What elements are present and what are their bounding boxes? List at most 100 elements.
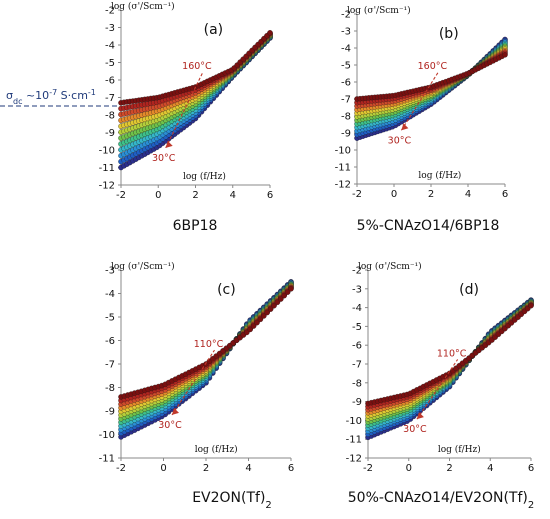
y-tick-label: -5	[105, 313, 115, 324]
data-point	[528, 302, 534, 309]
x-tick-label: 2	[428, 189, 434, 200]
sigma-exp: -7	[49, 88, 57, 97]
x-tick-label: 6	[288, 463, 294, 474]
y-tick-label: -6	[105, 76, 115, 87]
x-axis-title: log (f/Hz)	[418, 170, 461, 181]
panel-label: (a)	[204, 22, 224, 38]
data-point	[250, 323, 257, 329]
data-point	[247, 326, 253, 333]
temperature-arrow	[416, 359, 459, 420]
temp-label-high: 110°C	[194, 339, 224, 350]
y-tick-label: -4	[105, 289, 115, 300]
x-tick-label: 6	[502, 189, 508, 200]
temperature-arrow	[400, 71, 439, 131]
temp-label-high: 160°C	[182, 61, 212, 72]
y-tick-label: -6	[105, 336, 115, 347]
panel-3: -11 -10 -9 -8 -7 -6 -5 -4 -3 -2 0 2 4 6 log (σ'/Scm⁻¹)…	[99, 261, 295, 511]
x-tick-label: 0	[391, 189, 397, 200]
sigma-value: ~10	[22, 89, 49, 102]
y-tick-label: -12	[99, 181, 115, 192]
y-tick-label: -2	[105, 6, 115, 17]
y-tick-label: -11	[346, 435, 362, 446]
data-point	[274, 299, 281, 306]
y-tick-label: -11	[99, 454, 115, 465]
temp-label-high: 110°C	[437, 348, 467, 359]
sigma-unit-exp: -1	[88, 88, 96, 97]
y-tick-label: -6	[341, 78, 351, 89]
isotherm-curve-12	[118, 286, 294, 400]
y-tick-label: -11	[99, 163, 115, 174]
y-tick-label: -3	[105, 266, 115, 277]
y-tick-label: -3	[105, 23, 115, 34]
x-axis-title: log (f/Hz)	[438, 444, 481, 455]
y-tick-label: -11	[335, 163, 351, 174]
y-tick-label: -6	[352, 341, 362, 352]
panel-4: -12 -11 -10 -9 -8 -7 -6 -5 -4 -3 -2 -2 0 2 4 6 log (σ'/S…	[346, 261, 535, 511]
y-tick-label: -9	[105, 407, 115, 418]
caption-subscript: 2	[528, 500, 534, 511]
data-point	[271, 302, 277, 309]
x-tick-label: 4	[230, 190, 236, 201]
data-point	[288, 286, 294, 292]
data-point	[281, 292, 287, 299]
data-point	[261, 313, 267, 319]
sigma-sub: dc	[13, 97, 22, 106]
sigma-dc-annotation: σdc ~10-7 S·cm-1	[6, 88, 96, 106]
caption-text: 6BP18	[173, 218, 218, 234]
y-tick-label: -5	[341, 61, 351, 72]
isotherm-curve-12	[354, 52, 508, 102]
y-tick-label: -10	[99, 146, 115, 157]
x-axis-title: log (f/Hz)	[195, 444, 238, 455]
data-point	[264, 309, 270, 316]
y-tick-label: -12	[346, 454, 362, 465]
y-tick-label: -10	[335, 146, 351, 157]
panel-1: -12 -11 -10 -9 -8 -7 -6 -5 -4 -3 -2 -2 0 2 4 6 log (σ'/S…	[99, 1, 274, 234]
isotherm-curve-12	[365, 302, 534, 407]
x-tick-label: 4	[465, 189, 471, 200]
y-tick-label: -4	[352, 303, 362, 314]
panel-2: -12 -11 -10 -9 -8 -7 -6 -5 -4 -3 -2 -2 0 2 4 6 log (σ'/S…	[335, 5, 509, 234]
x-tick-label: 6	[528, 463, 534, 474]
data-point	[278, 296, 284, 302]
y-axis-title: log (σ'/Scm⁻¹)	[358, 261, 422, 272]
panel-caption: EV2ON(Tf)2	[192, 490, 272, 511]
x-tick-label: 0	[406, 463, 412, 474]
y-tick-label: -3	[352, 284, 362, 295]
x-tick-label: 6	[267, 190, 273, 201]
temp-label-low: 30°C	[403, 424, 427, 435]
data-point	[284, 289, 291, 295]
arrow-head	[401, 123, 409, 131]
arrow-head	[165, 140, 173, 148]
y-tick-label: -9	[105, 128, 115, 139]
x-tick-label: -2	[116, 190, 126, 201]
panel-label: (c)	[217, 282, 236, 298]
data-point	[502, 52, 508, 58]
y-axis-title: log (σ'/Scm⁻¹)	[347, 5, 411, 16]
y-tick-label: -9	[341, 129, 351, 140]
x-tick-label: -2	[116, 463, 126, 474]
y-tick-label: -7	[341, 95, 351, 106]
x-tick-label: 4	[487, 463, 493, 474]
x-tick-label: 0	[155, 190, 161, 201]
y-tick-label: -8	[341, 112, 351, 123]
y-tick-label: -4	[105, 41, 115, 52]
data-point	[257, 316, 264, 323]
y-tick-label: -8	[105, 111, 115, 122]
y-tick-label: -9	[352, 397, 362, 408]
temp-label-low: 30°C	[388, 135, 412, 146]
y-tick-label: -4	[341, 44, 351, 55]
x-tick-label: -2	[352, 189, 362, 200]
panel-caption: 5%-CNAzO14/6BP18	[357, 218, 500, 234]
caption-subscript: 2	[265, 500, 271, 511]
data-point	[267, 306, 274, 312]
data-point	[254, 319, 260, 326]
x-axis-title: log (f/Hz)	[183, 171, 226, 182]
y-axis-title: log (σ'/Scm⁻¹)	[111, 261, 175, 272]
y-tick-label: -2	[341, 10, 351, 21]
x-tick-label: 0	[160, 463, 166, 474]
temp-label-low: 30°C	[158, 420, 182, 431]
caption-text: 50%-CNAzO14/EV2ON(Tf)	[348, 490, 528, 506]
x-tick-label: 4	[245, 463, 251, 474]
y-axis-title: log (σ'/Scm⁻¹)	[111, 1, 175, 12]
